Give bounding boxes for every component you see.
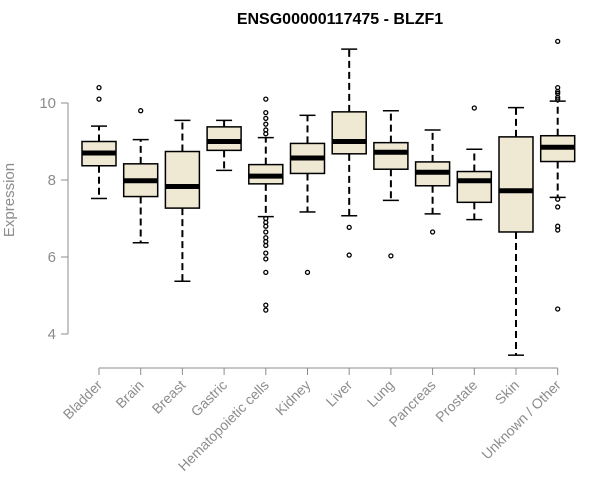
box-group-3	[206, 119, 242, 172]
x-tick-label-10: Skin	[492, 377, 523, 408]
chart-title: ENSG00000117475 - BLZF1	[237, 11, 443, 28]
box-10	[498, 136, 534, 233]
x-tick-label-6: Liver	[323, 377, 356, 410]
box-6	[331, 111, 367, 155]
outlier-11-6	[555, 196, 561, 202]
box-9	[456, 170, 493, 204]
outlier-11-5	[555, 96, 561, 102]
y-axis-title: Expression	[1, 163, 18, 237]
outlier-4-2	[263, 121, 269, 127]
y-tick-label-1: 6	[48, 249, 56, 266]
outlier-0-1	[96, 84, 102, 91]
outlier-11-10	[555, 306, 561, 312]
box-3	[206, 126, 242, 152]
outlier-0-0	[96, 96, 102, 102]
outlier-6-1	[346, 252, 352, 258]
box-group-8	[414, 129, 451, 235]
x-tick-label-5: Kidney	[272, 377, 314, 419]
outlier-11-7	[555, 204, 561, 210]
outlier-11-0	[555, 38, 561, 45]
x-tick-label-7: Lung	[364, 377, 397, 410]
box-group-0	[81, 84, 117, 200]
box-group-9	[456, 105, 493, 221]
x-tick-label-2: Breast	[149, 377, 189, 417]
y-tick-label-3: 10	[39, 95, 56, 112]
box-7	[373, 141, 409, 170]
outlier-1-0	[138, 108, 144, 114]
box-group-11	[539, 38, 576, 312]
x-tick-label-1: Brain	[112, 377, 146, 411]
box-group-10	[498, 106, 534, 356]
x-tick-label-0: Bladder	[60, 377, 106, 423]
outlier-11-2	[555, 88, 561, 95]
box-group-5	[289, 114, 326, 276]
y-tick-label-0: 4	[48, 326, 56, 343]
outlier-6-0	[346, 224, 352, 231]
outlier-4-16	[263, 302, 269, 308]
y-tick-label-2: 8	[48, 172, 56, 189]
outlier-8-0	[429, 229, 436, 235]
outlier-4-13	[263, 250, 269, 256]
outlier-11-9	[555, 227, 561, 233]
outlier-4-14	[263, 256, 269, 262]
box-group-7	[373, 109, 409, 259]
y-axis: 4 6 8 10	[39, 95, 69, 343]
box-group-1	[122, 108, 159, 244]
boxes-layer	[81, 38, 576, 356]
outlier-5-0	[304, 269, 311, 276]
box-group-2	[164, 119, 201, 283]
outlier-4-8	[263, 223, 269, 229]
outlier-4-17	[263, 307, 269, 313]
x-tick-label-11: Unknown / Other	[478, 377, 564, 463]
box-group-6	[331, 48, 367, 258]
outlier-4-3	[263, 115, 269, 122]
outlier-4-5	[263, 96, 269, 102]
outlier-4-9	[263, 229, 269, 235]
box-2	[164, 150, 201, 209]
outlier-4-1	[263, 127, 269, 133]
outlier-7-0	[388, 253, 394, 259]
outlier-11-4	[555, 94, 561, 100]
box-group-4	[248, 96, 284, 313]
outlier-4-12	[263, 242, 269, 249]
x-tick-label-9: Prostate	[432, 377, 480, 425]
outlier-9-0	[471, 105, 477, 111]
outlier-4-15	[263, 269, 269, 276]
outlier-4-4	[263, 109, 269, 116]
